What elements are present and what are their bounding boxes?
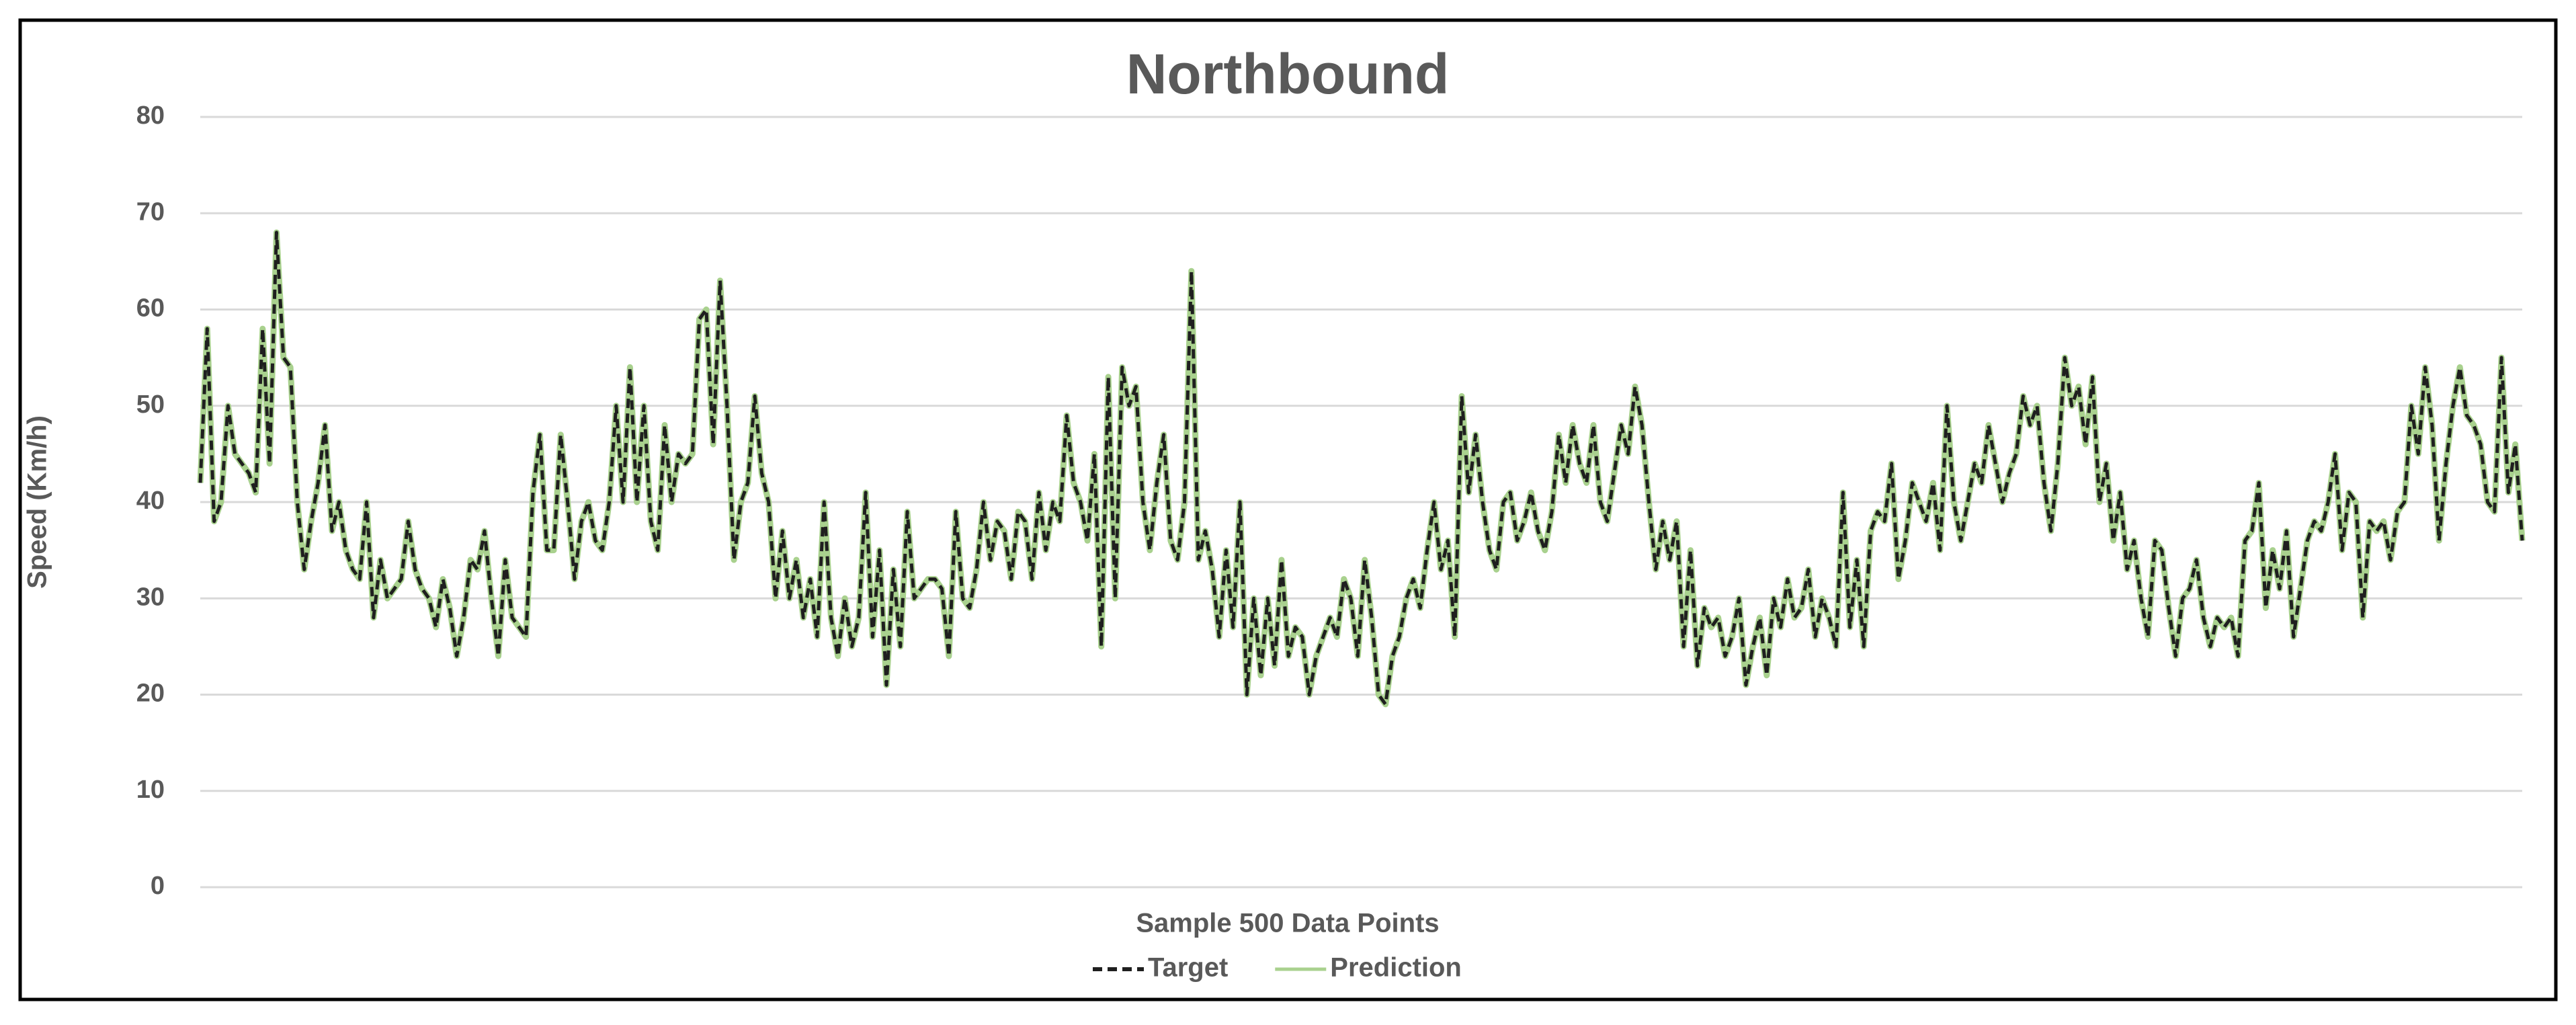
chart-frame: [18, 18, 2558, 1001]
y-tick-label: 0: [151, 872, 165, 900]
x-axis-label: Sample 500 Data Points: [1136, 909, 1439, 938]
chart-title: Northbound: [1126, 42, 1450, 106]
y-tick-label: 40: [136, 487, 165, 515]
y-axis-label: Speed (Km/h): [23, 415, 52, 589]
y-tick-label: 50: [136, 391, 165, 419]
legend-label: Prediction: [1330, 953, 1462, 983]
y-tick-label: 30: [136, 583, 165, 611]
y-tick-label: 60: [136, 294, 165, 323]
y-tick-label: 80: [136, 101, 165, 130]
y-tick-label: 70: [136, 198, 165, 226]
legend-label: Target: [1148, 953, 1228, 983]
legend: Target Prediction: [1093, 953, 1462, 983]
line-series: [198, 231, 2524, 706]
y-tick-label: 20: [136, 680, 165, 708]
y-tick-label: 10: [136, 776, 165, 804]
